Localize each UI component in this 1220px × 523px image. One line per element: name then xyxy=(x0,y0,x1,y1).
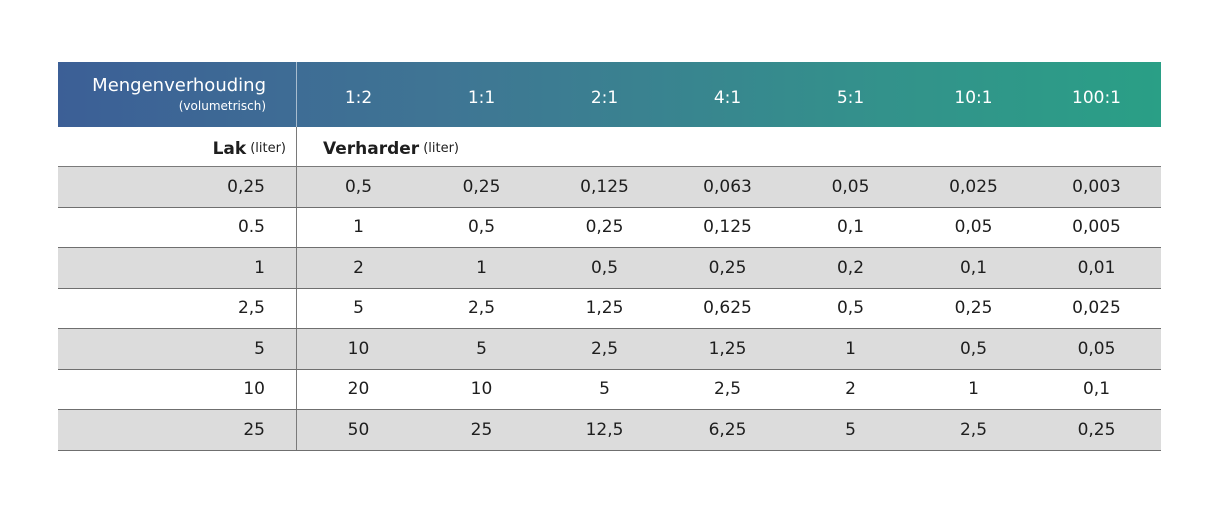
ratio-header: 100:1 xyxy=(1072,87,1121,108)
verharder-value-cell: 1 xyxy=(476,257,487,278)
table-subheader: Lak (liter) Verharder (liter) xyxy=(58,127,1161,167)
table-row: 10 20 10 5 2,5 2 1 0,1 xyxy=(58,369,1161,410)
verharder-value-cell: 1 xyxy=(353,217,364,238)
table-row: 25 50 25 12,5 6,25 5 2,5 0,25 xyxy=(58,410,1161,451)
lak-value-cell: 5 xyxy=(58,329,297,369)
ratio-header: 5:1 xyxy=(836,87,865,108)
verharder-value-cell: 6,25 xyxy=(708,419,747,440)
verharder-value-cell: 0,25 xyxy=(1077,419,1116,440)
table-row: 0,25 0,5 0,25 0,125 0,063 0,05 0,025 0,003 xyxy=(58,167,1161,208)
header-title: Mengenverhouding xyxy=(92,75,266,96)
lak-value-cell: 10 xyxy=(58,369,297,409)
verharder-value-cell: 0,5 xyxy=(344,176,373,197)
verharder-value-cell: 2 xyxy=(845,379,856,400)
verharder-value-cell: 20 xyxy=(347,379,370,400)
lak-label: Lak xyxy=(212,138,247,159)
verharder-value-cell: 0,05 xyxy=(954,217,993,238)
verharder-value-cell: 0,05 xyxy=(1077,338,1116,359)
verharder-value-cell: 0,125 xyxy=(580,176,629,197)
verharder-value-cell: 25 xyxy=(470,419,493,440)
verharder-value-cell: 0,5 xyxy=(590,257,619,278)
verharder-value-cell: 5 xyxy=(845,419,856,440)
table-row: 1 2 1 0,5 0,25 0,2 0,1 0,01 xyxy=(58,248,1161,289)
lak-value-cell: 2,5 xyxy=(58,288,297,328)
verharder-value-cell: 2,5 xyxy=(959,419,988,440)
header-subtitle: (volumetrisch) xyxy=(178,99,266,113)
verharder-value-cell: 0,1 xyxy=(1082,379,1111,400)
ratio-header: 4:1 xyxy=(713,87,742,108)
lak-value-cell: 25 xyxy=(58,410,297,450)
verharder-value-cell: 2,5 xyxy=(713,379,742,400)
verharder-value-cell: 10 xyxy=(347,338,370,359)
lak-column-label: Lak (liter) xyxy=(58,127,297,166)
table-header: Mengenverhouding (volumetrisch) 1:2 1:1 … xyxy=(58,62,1161,127)
verharder-value-cell: 0,1 xyxy=(836,217,865,238)
verharder-value-cell: 0,25 xyxy=(954,298,993,319)
verharder-value-cell: 0,25 xyxy=(585,217,624,238)
lak-value-cell: 0,25 xyxy=(58,167,297,207)
lak-unit: (liter) xyxy=(250,141,286,156)
verharder-value-cell: 0,25 xyxy=(708,257,747,278)
table-body: 0,25 0,5 0,25 0,125 0,063 0,05 0,025 0,003 0.5 1 0… xyxy=(58,167,1161,451)
verharder-value-cell: 0,125 xyxy=(703,217,752,238)
verharder-value-cell: 12,5 xyxy=(585,419,624,440)
verharder-value-cell: 5 xyxy=(599,379,610,400)
table-row: 2,5 5 2,5 1,25 0,625 0,5 0,25 0,025 xyxy=(58,288,1161,329)
verharder-value-cell: 5 xyxy=(353,298,364,319)
ratio-header: 1:2 xyxy=(344,87,373,108)
verharder-value-cell: 1 xyxy=(968,379,979,400)
verharder-value-cell: 0,1 xyxy=(959,257,988,278)
verharder-value-cell: 0,025 xyxy=(1072,298,1121,319)
verharder-value-cell: 0,2 xyxy=(836,257,865,278)
verharder-value-cell: 0,5 xyxy=(959,338,988,359)
verharder-value-cell: 0,25 xyxy=(462,176,501,197)
verharder-value-cell: 0,05 xyxy=(831,176,870,197)
verharder-value-cell: 0,625 xyxy=(703,298,752,319)
verharder-value-cell: 0,003 xyxy=(1072,176,1121,197)
verharder-value-cell: 0,025 xyxy=(949,176,998,197)
table-row: 5 10 5 2,5 1,25 1 0,5 0,05 xyxy=(58,329,1161,370)
verharder-value-cell: 1 xyxy=(845,338,856,359)
verharder-label: Verharder xyxy=(323,138,420,159)
verharder-unit: (liter) xyxy=(423,141,459,156)
lak-value-cell: 0.5 xyxy=(58,207,297,247)
verharder-value-cell: 1,25 xyxy=(585,298,624,319)
ratio-header: 10:1 xyxy=(954,87,993,108)
header-label-cell: Mengenverhouding (volumetrisch) xyxy=(58,62,297,127)
verharder-value-cell: 50 xyxy=(347,419,370,440)
lak-value-cell: 1 xyxy=(58,248,297,288)
verharder-value-cell: 0,5 xyxy=(467,217,496,238)
verharder-value-cell: 10 xyxy=(470,379,493,400)
verharder-column-label: Verharder (liter) xyxy=(297,127,1161,166)
verharder-value-cell: 0,005 xyxy=(1072,217,1121,238)
verharder-value-cell: 0,5 xyxy=(836,298,865,319)
ratio-header: 1:1 xyxy=(467,87,496,108)
verharder-value-cell: 0,01 xyxy=(1077,257,1116,278)
verharder-value-cell: 2,5 xyxy=(467,298,496,319)
verharder-value-cell: 5 xyxy=(476,338,487,359)
ratio-header: 2:1 xyxy=(590,87,619,108)
verharder-value-cell: 2,5 xyxy=(590,338,619,359)
verharder-value-cell: 2 xyxy=(353,257,364,278)
mixing-ratio-table: Mengenverhouding (volumetrisch) 1:2 1:1 … xyxy=(58,62,1161,451)
verharder-value-cell: 1,25 xyxy=(708,338,747,359)
table-row: 0.5 1 0,5 0,25 0,125 0,1 0,05 0,005 xyxy=(58,207,1161,248)
verharder-value-cell: 0,063 xyxy=(703,176,752,197)
